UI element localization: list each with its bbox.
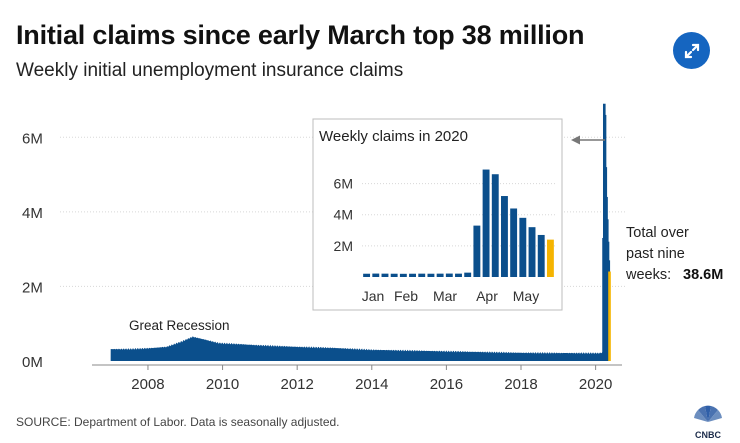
inset-bar: [455, 273, 462, 277]
inset-y-tick-label: 6M: [334, 176, 353, 192]
inset-bar: [528, 227, 536, 277]
total-label-line3: weeks:: [625, 267, 671, 283]
inset-bar: [427, 273, 435, 277]
claims-area: [110, 336, 604, 361]
inset-y-tick-label: 2M: [334, 238, 353, 254]
total-label-line1: Total over: [626, 225, 689, 241]
inset-bar: [537, 234, 545, 277]
inset-bar: [464, 272, 472, 277]
inset-bar: [473, 225, 481, 277]
inset-bar: [372, 273, 380, 277]
inset-y-tick-label: 4M: [334, 207, 353, 223]
inset-bar: [510, 208, 518, 277]
chart-title: Initial claims since early March top 38 …: [16, 20, 585, 50]
great-recession-label: Great Recession: [129, 318, 230, 333]
chart-subtitle: Weekly initial unemployment insurance cl…: [16, 60, 404, 81]
x-tick-label: 2016: [430, 376, 463, 393]
total-value: 38.6M: [683, 267, 723, 283]
expand-icon: [684, 43, 699, 58]
inset-bar: [409, 273, 416, 277]
x-tick-label: 2018: [504, 376, 537, 393]
inset-x-tick-label: Jan: [362, 288, 385, 304]
y-tick-label: 2M: [22, 279, 43, 296]
inset-bar: [381, 273, 389, 277]
y-tick-label: 0M: [22, 354, 43, 371]
y-tick-label: 4M: [22, 205, 43, 222]
x-tick-label: 2020: [579, 376, 612, 393]
x-tick-label: 2010: [206, 376, 239, 393]
inset-x-tick-label: Feb: [394, 288, 418, 304]
inset-x-tick-label: Mar: [433, 288, 457, 304]
cnbc-peacock-logo: CNBC: [694, 405, 722, 440]
inset-bar: [363, 273, 371, 277]
inset-bar: [501, 196, 508, 277]
inset-bar: [436, 273, 444, 277]
inset-bar: [418, 273, 426, 277]
spike-bar: [608, 271, 611, 361]
inset-x-tick-label: May: [513, 288, 539, 304]
x-tick-label: 2014: [355, 376, 388, 393]
inset-bar: [491, 174, 499, 277]
inset-arrow-head: [571, 135, 580, 145]
inset-bar: [390, 273, 398, 277]
inset-x-tick-label: Apr: [476, 288, 498, 304]
inset-bar: [482, 169, 490, 277]
inset-bar: [445, 273, 453, 277]
inset-bar: [399, 273, 407, 277]
expand-button[interactable]: [673, 32, 710, 69]
inset-bar: [546, 239, 554, 277]
total-label-line2: past nine: [626, 246, 685, 262]
inset-title: Weekly claims in 2020: [319, 128, 468, 145]
x-tick-label: 2008: [131, 376, 164, 393]
source-note: SOURCE: Department of Labor. Data is sea…: [16, 415, 340, 429]
inset-bar: [519, 217, 527, 277]
x-tick-label: 2012: [280, 376, 313, 393]
y-tick-label: 6M: [22, 130, 43, 147]
logo-text: CNBC: [695, 430, 721, 440]
